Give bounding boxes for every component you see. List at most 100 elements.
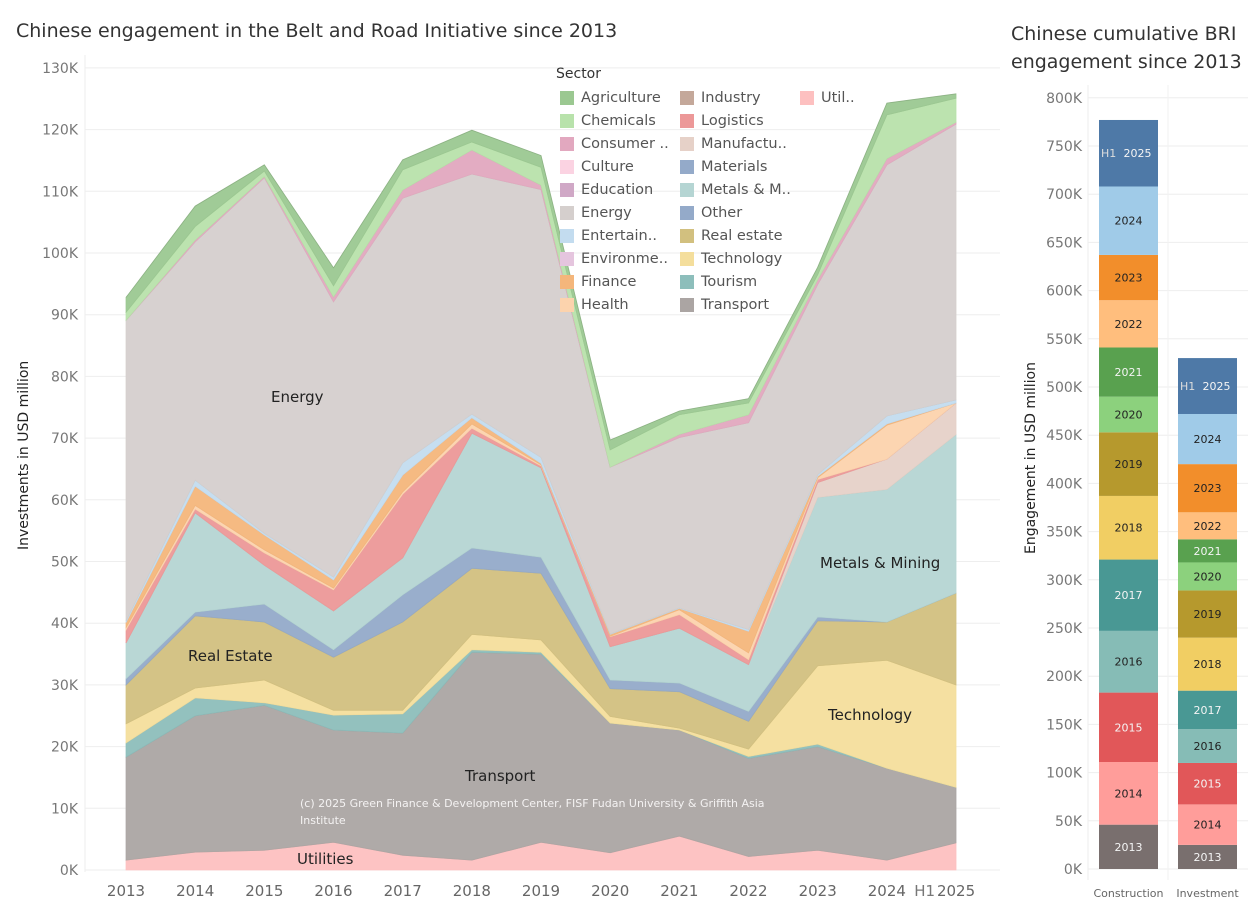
legend-swatch <box>560 275 574 289</box>
legend-label: Manufactu.. <box>701 136 787 152</box>
legend-item[interactable]: Environme.. <box>560 251 668 267</box>
legend-item[interactable]: Tourism <box>680 274 757 290</box>
x-tick-label: 2025 <box>937 882 975 900</box>
bar-segment-label: 2025 <box>1124 147 1152 160</box>
y-tick-label: 50K <box>51 555 79 571</box>
legend-item[interactable]: Util.. <box>800 90 855 106</box>
x-tick-label: 2018 <box>453 882 491 900</box>
bar-segment-2018 <box>1178 637 1237 691</box>
x-category-label: Investment <box>1176 887 1239 900</box>
legend-swatch <box>680 229 694 243</box>
bar-segment-label: 2021 <box>1115 366 1143 379</box>
legend-item[interactable]: Finance <box>560 274 636 290</box>
legend-item[interactable]: Logistics <box>680 113 764 129</box>
legend-item[interactable]: Chemicals <box>560 113 656 129</box>
x-tick-label: 2015 <box>245 882 283 900</box>
legend-item[interactable]: Other <box>680 205 742 221</box>
x-tick-h1-label: H1 <box>914 882 935 900</box>
bar-segment-label: 2013 <box>1194 851 1222 864</box>
legend-label: Other <box>701 205 743 221</box>
bar-segment-2018 <box>1099 495 1158 560</box>
bar-segment-2022 <box>1099 300 1158 348</box>
x-tick-label: 2022 <box>729 882 767 900</box>
y-tick-label: 300K <box>1046 573 1083 589</box>
legend-item[interactable]: Energy <box>560 205 632 221</box>
bar-segment-2015 <box>1099 692 1158 762</box>
legend-item[interactable]: Agriculture <box>560 90 661 106</box>
bar-segment-label: 2016 <box>1115 656 1143 669</box>
y-tick-label: 0K <box>60 863 79 879</box>
legend-label: Environme.. <box>581 251 668 267</box>
legend-label: Real estate <box>701 228 783 244</box>
bar-segment-label: 2013 <box>1115 841 1143 854</box>
legend-item[interactable]: Transport <box>680 297 769 313</box>
y-tick-label: 450K <box>1046 428 1083 444</box>
y-tick-label: 20K <box>51 740 79 756</box>
legend-swatch <box>560 206 574 220</box>
legend-item[interactable]: Health <box>560 297 629 313</box>
y-tick-label: 350K <box>1046 525 1083 541</box>
area-label-energy: Energy <box>271 388 324 406</box>
bar-segment-2023 <box>1178 464 1237 513</box>
bar-segment-label: 2018 <box>1115 522 1143 535</box>
legend-swatch <box>560 160 574 174</box>
legend-swatch <box>560 183 574 197</box>
legend-item[interactable]: Technology <box>680 251 782 267</box>
y-tick-label: 200K <box>1046 669 1083 685</box>
bar-segment-2013 <box>1099 824 1158 869</box>
legend-label: Agriculture <box>581 90 661 106</box>
legend-swatch <box>560 137 574 151</box>
legend-swatch <box>680 298 694 312</box>
legend-label: Util.. <box>821 90 855 106</box>
bar-segment-label: 2024 <box>1194 433 1222 446</box>
bar-segment-2016 <box>1099 630 1158 693</box>
legend-label: Materials <box>701 159 768 175</box>
area-agriculture <box>125 93 957 451</box>
bar-segment-2019 <box>1178 590 1237 638</box>
bar-segment-label: 2017 <box>1115 589 1143 602</box>
copyright-note: (c) 2025 Green Finance & Development Cen… <box>300 797 765 827</box>
bar-segment-2013 <box>1178 844 1237 869</box>
bar-segment-2023 <box>1099 254 1158 301</box>
legend-item[interactable]: Manufactu.. <box>680 136 787 152</box>
legend-item[interactable]: Materials <box>680 159 767 175</box>
legend-swatch <box>560 114 574 128</box>
bar-segment-2017 <box>1099 559 1158 631</box>
legend-item[interactable]: Industry <box>680 90 761 106</box>
x-tick-label: 2024 <box>868 882 906 900</box>
legend-swatch <box>800 91 814 105</box>
legend-item[interactable]: Metals & M.. <box>680 182 791 198</box>
y-tick-label: 30K <box>51 678 79 694</box>
x-tick-label: 2021 <box>660 882 698 900</box>
area-label-transport: Transport <box>465 767 536 785</box>
legend-swatch <box>680 183 694 197</box>
y-tick-label: 110K <box>42 184 79 200</box>
bar-segment-label: 2021 <box>1194 545 1222 558</box>
x-tick-label: 2020 <box>591 882 629 900</box>
legend-swatch <box>680 206 694 220</box>
area-label-technology: Technology <box>828 706 913 724</box>
legend-label: Energy <box>581 205 632 221</box>
bar-segment-2025 <box>1178 358 1237 414</box>
x-tick-label: 2013 <box>107 882 145 900</box>
y-tick-label: 800K <box>1046 91 1083 107</box>
legend-swatch <box>560 91 574 105</box>
legend-item[interactable]: Real estate <box>680 228 783 244</box>
legend-item[interactable]: Consumer .. <box>560 136 669 152</box>
bar-segment-2024 <box>1099 186 1158 255</box>
legend-label: Tourism <box>701 274 758 290</box>
y-tick-label: 80K <box>51 369 79 385</box>
x-tick-label: 2023 <box>799 882 837 900</box>
legend-item[interactable]: Entertain.. <box>560 228 657 244</box>
bar-segment-label: 2015 <box>1115 721 1143 734</box>
y-tick-label: 90K <box>51 308 79 324</box>
legend-item[interactable]: Education <box>560 182 653 198</box>
bar-segment-2020 <box>1178 562 1237 591</box>
legend-item[interactable]: Culture <box>560 159 634 175</box>
y-tick-label: 130K <box>42 61 79 77</box>
x-category-label: Construction <box>1093 887 1163 900</box>
bar-segment-label: 2020 <box>1115 408 1143 421</box>
legend-label: Health <box>581 297 629 313</box>
legend-label: Entertain.. <box>581 228 657 244</box>
